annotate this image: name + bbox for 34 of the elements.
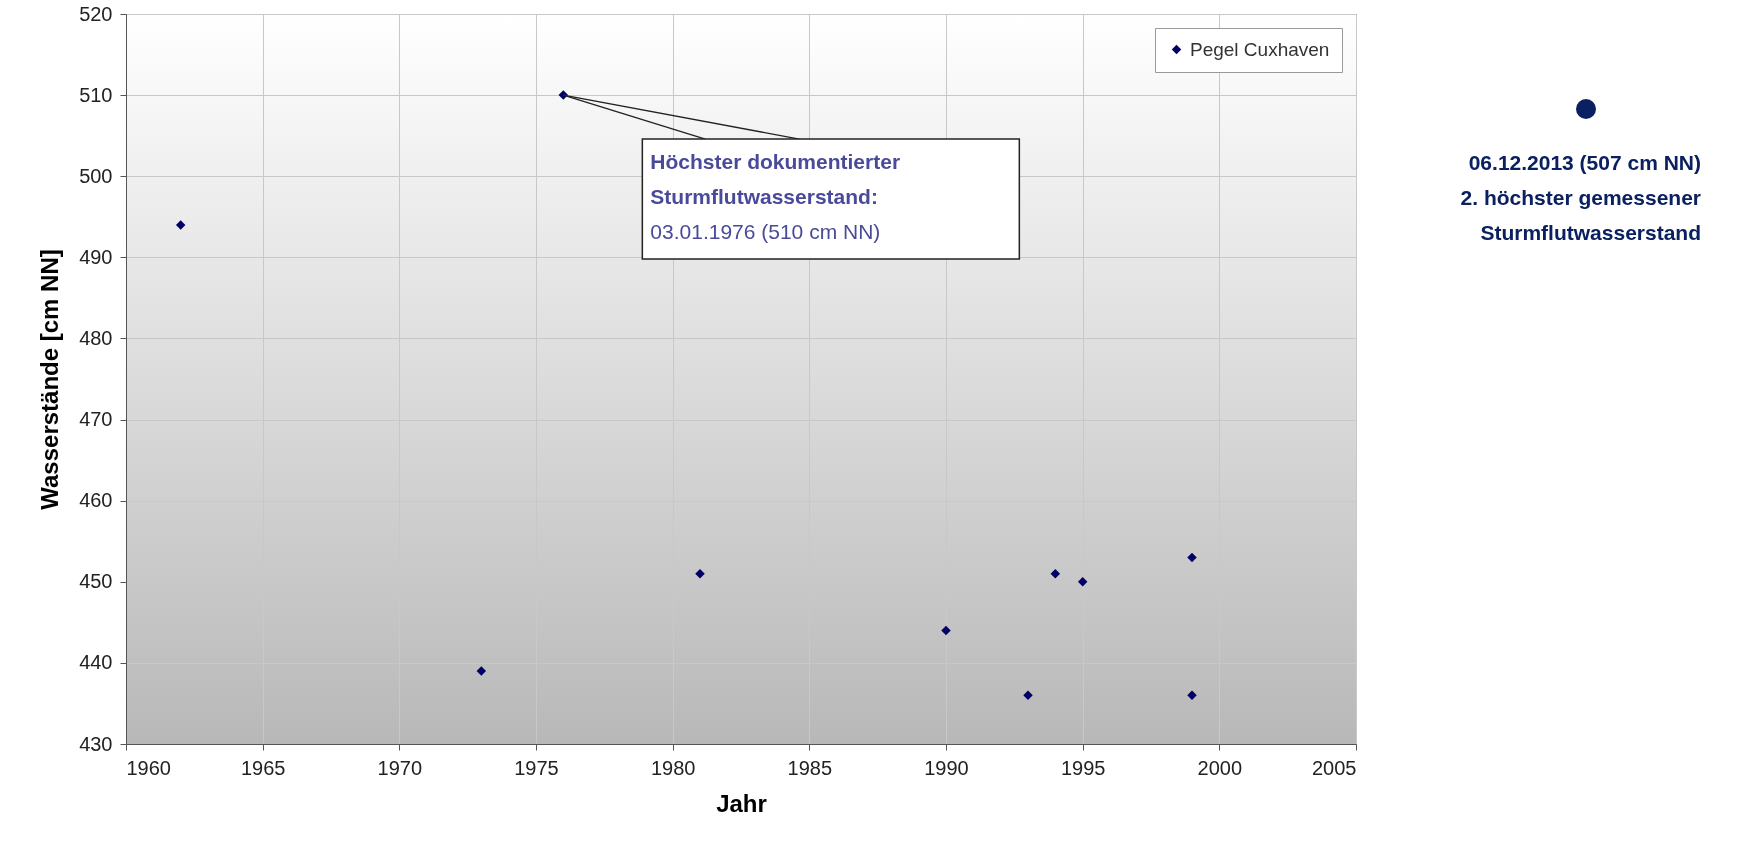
point [1187,690,1197,701]
x-tick-label: 1965 [240,756,286,779]
legend-label: Pegel Cuxhaven [1190,38,1330,60]
x-tick-label: 1960 [126,756,171,779]
point [1077,577,1088,587]
y-tick-label: 520 [79,2,113,25]
x-tick-label: 1970 [377,756,423,779]
y-tick-label: 430 [79,732,113,755]
x-tick-label: 1990 [924,756,969,779]
y-axis-title: Wasserstände [cm NN] [36,249,64,510]
point [941,625,951,636]
y-tick-label: 470 [79,408,113,431]
x-tick-label: 1995 [1060,756,1106,779]
x-tick-label: 1980 [650,756,696,779]
y-tick-label: 450 [79,570,113,593]
point [1050,568,1061,579]
point [695,568,705,579]
x-tick-label: 2000 [1197,756,1243,779]
y-tick-label: 480 [79,326,113,349]
x-axis-title: Jahr [716,789,767,817]
text: 06.12.2013 (507 cm NN) 2. höchster gemessener Sturmflutwasserstand [1460,151,1701,244]
point [476,666,487,676]
y-tick-label: 440 [79,651,113,674]
point [1023,690,1033,701]
y-tick-label: 460 [79,489,113,512]
y-tick-label: 500 [79,164,113,187]
y-tick-label: 490 [79,245,113,268]
x-tick-label: 2005 [1312,756,1357,779]
point [175,220,186,230]
point [1187,552,1197,563]
annotation: Höchster dokumentierter Sturmflutwasserstand: 03.01.1976 (510 cm NN) [650,150,901,244]
x-tick-label: 1985 [787,756,833,779]
x-tick-label: 1975 [514,756,559,779]
y-tick-label: 510 [79,83,113,106]
